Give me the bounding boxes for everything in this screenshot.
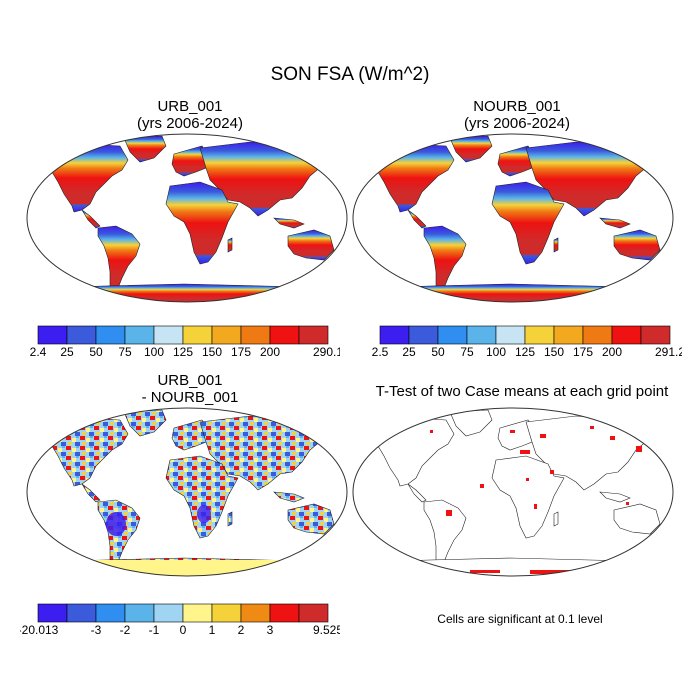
panel-nourb-title-line2: (yrs 2006-2024) bbox=[464, 115, 570, 132]
colorbar-tick-label: 75 bbox=[460, 345, 474, 358]
africa-negative-patch bbox=[197, 505, 211, 523]
colorbar-swatch bbox=[37, 325, 68, 345]
panel-nourb-title-line1: NOURB_001 bbox=[473, 98, 561, 115]
colorbar-tick-label: 75 bbox=[118, 345, 132, 358]
globe-outline bbox=[26, 407, 348, 577]
panel-diff-title-line2: - NOURB_001 bbox=[141, 389, 239, 406]
panel-urb-title-line1: URB_001 bbox=[157, 98, 223, 115]
colorbar-swatch bbox=[182, 603, 213, 623]
colorbar-swatch bbox=[95, 603, 126, 623]
colorbar-tick-label: 175 bbox=[231, 345, 251, 358]
colorbar-swatch bbox=[240, 603, 271, 623]
colorbar-tick-label: 2 bbox=[238, 623, 245, 636]
ttest-map bbox=[352, 407, 674, 577]
colorbar-swatch bbox=[124, 325, 155, 345]
colorbar-swatch bbox=[553, 325, 584, 345]
colorbar-tick-label: 25 bbox=[402, 345, 416, 358]
panel-nourb-title: NOURB_001 (yrs 2006-2024) bbox=[357, 98, 677, 132]
colorbar-swatch bbox=[466, 325, 497, 345]
colorbar-swatch bbox=[379, 325, 410, 345]
globe-outline bbox=[26, 133, 348, 303]
colorbar-tick-label: 0 bbox=[180, 623, 187, 636]
panel-ttest-title: T-Test of two Case means at each grid po… bbox=[352, 383, 692, 400]
antarctica-fill bbox=[34, 560, 340, 576]
colorbar-tick-label: 1 bbox=[209, 623, 216, 636]
colorbar-tick-label: 100 bbox=[144, 345, 164, 358]
panel-urb-title-line2: (yrs 2006-2024) bbox=[137, 115, 243, 132]
colorbar-swatch bbox=[124, 603, 155, 623]
nourb-fsa-map bbox=[352, 133, 674, 303]
colorbar-swatch bbox=[495, 325, 526, 345]
colorbar-swatch bbox=[211, 603, 242, 623]
colorbar-swatch bbox=[611, 325, 642, 345]
colorbar-tick-label: 100 bbox=[486, 345, 506, 358]
colorbar-tick-label: 50 bbox=[431, 345, 445, 358]
colorbar-swatch bbox=[240, 325, 271, 345]
colorbar-swatch bbox=[211, 325, 242, 345]
urb-fsa-map bbox=[26, 133, 348, 303]
colorbar-swatch bbox=[182, 325, 213, 345]
colorbar-swatch bbox=[298, 325, 329, 345]
colorbar-swatch bbox=[37, 603, 68, 623]
colorbar-diff: -20.013 -3 -2 -1 0 1 2 3 9.525 bbox=[20, 603, 340, 636]
colorbar-swatch bbox=[269, 325, 300, 345]
panel-urb-title: URB_001 (yrs 2006-2024) bbox=[30, 98, 350, 132]
amazon-negative-patch bbox=[106, 512, 126, 536]
colorbar-tick-label: -3 bbox=[91, 623, 102, 636]
colorbar-swatch bbox=[95, 325, 126, 345]
colorbar-tick-label: -20.013 bbox=[20, 623, 59, 636]
panel-diff-title-line1: URB_001 bbox=[157, 372, 223, 389]
colorbar-tick-label: 290.1 bbox=[313, 345, 340, 358]
colorbar-tick-label: 125 bbox=[515, 345, 535, 358]
difference-map bbox=[26, 407, 348, 577]
colorbar-tick-label: 175 bbox=[573, 345, 593, 358]
colorbar-tick-label: -2 bbox=[120, 623, 131, 636]
colorbar-tick-label: 2.4 bbox=[30, 345, 47, 358]
colorbar-tick-label: 2.5 bbox=[372, 345, 389, 358]
figure-title: SON FSA (W/m^2) bbox=[270, 64, 430, 85]
colorbar-tick-label: 200 bbox=[260, 345, 280, 358]
colorbar-tick-label: 125 bbox=[173, 345, 193, 358]
colorbar-swatch bbox=[269, 603, 300, 623]
colorbar-swatch bbox=[437, 325, 468, 345]
colorbar-swatch bbox=[298, 603, 329, 623]
colorbar-tick-label: 291.2 bbox=[655, 345, 682, 358]
colorbar-nourb: 2.5 25 50 75 100 125 150 175 200 291.2 bbox=[372, 325, 682, 358]
colorbar-tick-label: 9.525 bbox=[313, 623, 340, 636]
colorbar-swatch bbox=[408, 325, 439, 345]
panel-diff-title: URB_001 - NOURB_001 bbox=[30, 372, 350, 406]
colorbar-tick-label: -1 bbox=[149, 623, 160, 636]
colorbar-tick-label: 200 bbox=[602, 345, 622, 358]
colorbar-swatch bbox=[640, 325, 671, 345]
panel-ttest-title-line1: T-Test of two Case means at each grid po… bbox=[375, 383, 669, 400]
colorbar-tick-label: 3 bbox=[267, 623, 274, 636]
colorbar-swatch bbox=[582, 325, 613, 345]
colorbar-tick-label: 150 bbox=[544, 345, 564, 358]
significance-note: Cells are significant at 0.1 level bbox=[437, 612, 603, 626]
colorbar-swatch bbox=[66, 603, 97, 623]
colorbar-swatch bbox=[153, 325, 184, 345]
colorbar-tick-label: 50 bbox=[89, 345, 103, 358]
colorbar-swatch bbox=[66, 325, 97, 345]
colorbar-tick-label: 150 bbox=[202, 345, 222, 358]
colorbar-tick-label: 25 bbox=[60, 345, 74, 358]
globe-outline bbox=[352, 407, 674, 577]
globe-outline bbox=[352, 133, 674, 303]
colorbar-swatch bbox=[524, 325, 555, 345]
colorbar-swatch bbox=[153, 603, 184, 623]
colorbar-urb: 2.4 25 50 75 100 125 150 175 200 290.1 bbox=[30, 325, 340, 358]
